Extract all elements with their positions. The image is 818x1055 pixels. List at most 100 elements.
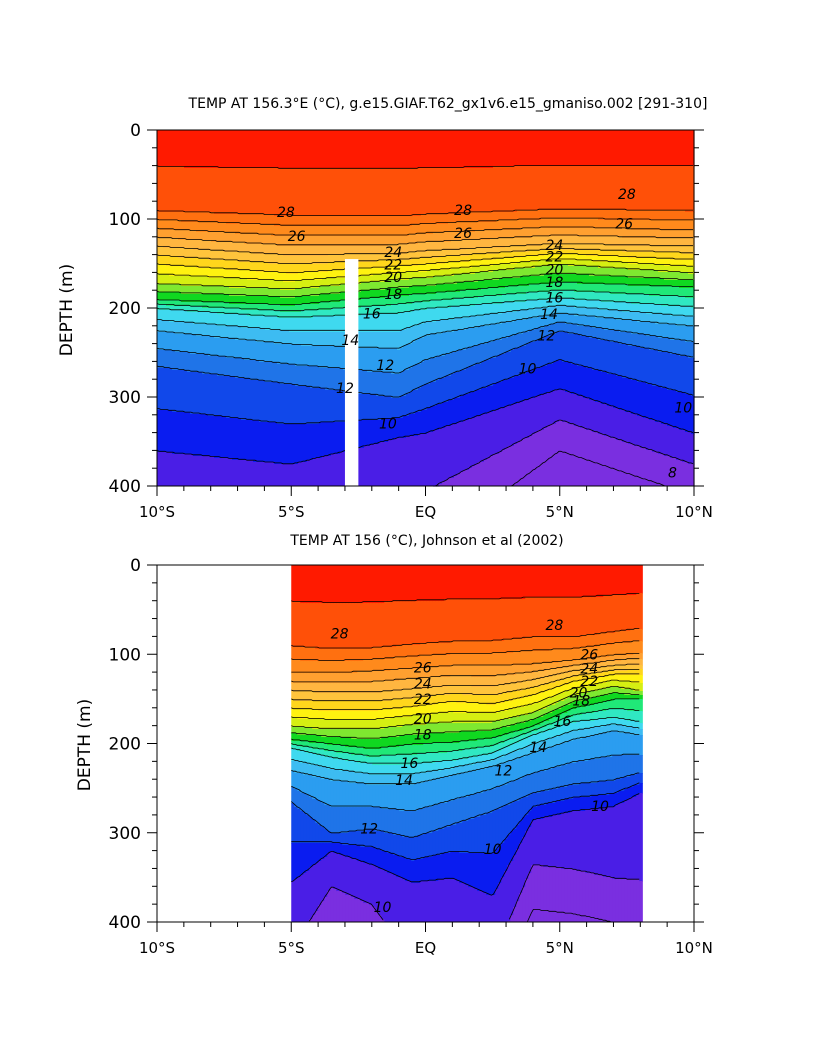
contour-band [403,296,407,305]
contour-band [316,288,320,297]
contour-band [607,244,611,251]
contour-band [508,238,512,247]
contour-band [328,168,332,217]
contour-band [292,312,296,319]
contour-band [184,258,188,267]
contour-band [166,274,170,285]
contour-band [294,745,298,750]
contour-band [466,130,470,169]
contour-band [345,661,349,674]
contour-band [339,753,343,760]
contour-band [214,250,218,261]
contour-band [235,418,239,461]
contour-band [319,294,323,303]
contour-band [372,907,376,922]
contour-band [304,256,308,265]
contour-band [613,374,617,409]
contour-band [343,262,347,271]
contour-band [378,701,382,710]
contour-band [336,853,340,892]
contour-band [403,288,407,297]
contour-band [313,304,317,311]
contour-band [187,294,191,303]
contour-band [424,234,428,243]
contour-band [502,238,506,249]
contour-band [457,398,461,423]
contour-band [393,647,397,658]
contour-band [511,166,515,213]
contour-band [469,274,473,283]
contour-band [294,789,298,808]
contour-band [334,254,338,263]
contour-band [400,244,404,255]
contour-band [157,238,161,247]
contour-band [436,292,440,301]
contour-band [333,759,337,770]
contour-band [235,130,239,169]
contour-band [351,897,355,922]
contour-band [265,254,269,263]
contour-band [399,691,403,700]
contour-band [628,228,632,239]
contour-band [423,725,427,734]
contour-band [414,669,418,680]
contour-band [423,743,427,754]
contour-band [178,292,182,301]
contour-band [406,304,410,313]
contour-band [463,306,467,319]
contour-band [345,857,349,896]
contour-band [526,246,530,253]
contour-band [322,368,326,389]
contour-band [232,260,236,271]
contour-band [378,775,382,786]
contour-band [214,374,218,417]
contour-band [388,226,392,237]
contour-band [580,228,584,237]
contour-band [324,693,328,702]
contour-band [556,260,560,265]
contour-band [679,340,683,357]
contour-band [682,166,686,211]
contour-band [580,166,584,211]
contour-band [439,242,443,251]
contour-band [331,346,335,369]
contour-band [286,464,290,486]
contour-band [376,282,380,291]
contour-band [292,306,296,313]
contour-band [324,729,328,738]
contour-band [268,168,272,215]
contour-band [298,272,302,281]
contour-band [424,336,428,361]
contour-band [396,755,400,766]
contour-band [321,901,325,922]
contour-band [571,266,575,275]
contour-band [300,683,304,692]
contour-band [397,280,401,289]
contour-band [601,434,605,486]
contour-band [451,250,455,257]
contour-band [556,360,560,391]
contour-band [300,763,304,774]
contour-band [402,679,406,690]
contour-band [432,565,436,602]
contour-band [157,452,161,486]
contour-band [691,238,695,247]
contour-band [351,701,355,712]
contour-band [420,601,424,644]
contour-band [628,258,632,265]
contour-band [586,166,590,211]
contour-band [514,268,518,279]
contour-band [646,278,650,287]
contour-band [466,368,470,395]
contour-band [327,745,331,752]
contour-band [247,234,251,245]
contour-band [559,248,563,255]
contour-band [199,168,203,213]
contour-band [685,298,689,307]
contour-band [463,370,467,395]
contour-band [175,166,179,213]
contour-band [538,228,542,237]
contour-band [366,711,370,720]
contour-band [361,448,365,486]
